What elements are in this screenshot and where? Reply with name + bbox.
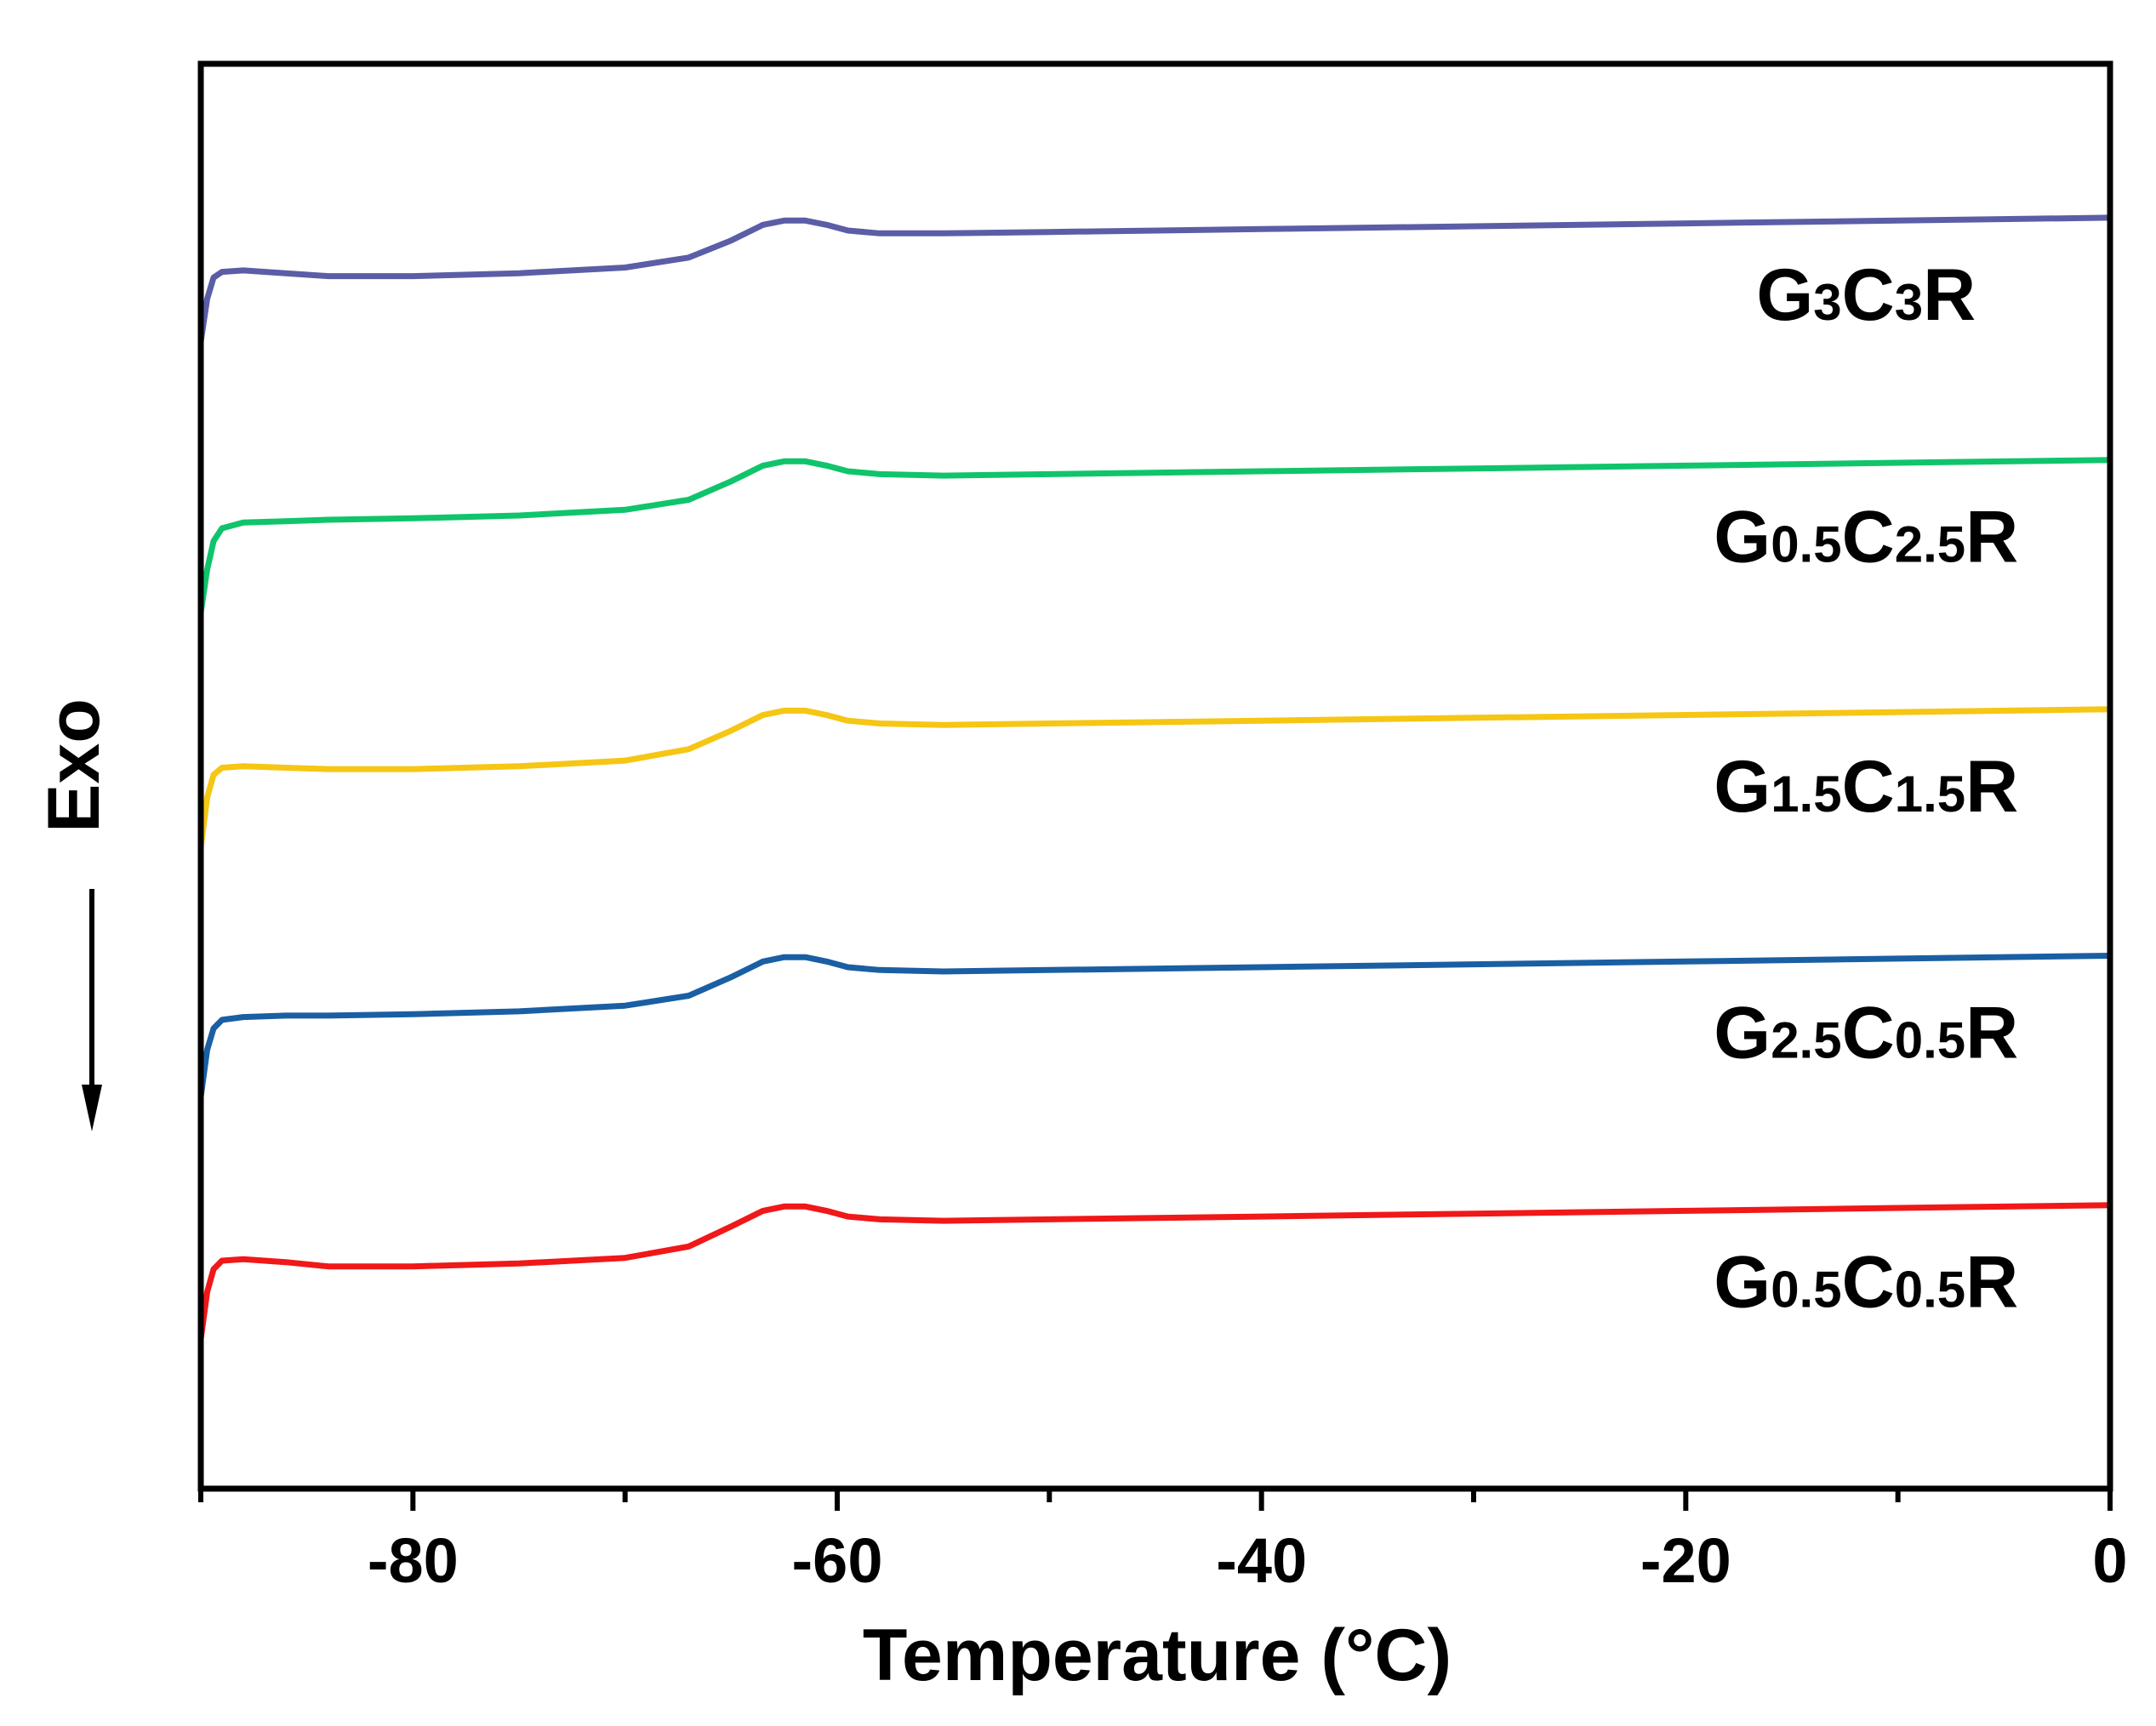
series-label-1: G0.5C2.5R [1714, 497, 2018, 578]
series-label-0: G3C3R [1756, 254, 1976, 336]
x-axis-title: Temperature (°C) [863, 1615, 1452, 1696]
x-tick-label: -80 [368, 1525, 459, 1596]
x-tick-label: -40 [1216, 1525, 1307, 1596]
series-labels: G3C3R G0.5C2.5R G1.5C1.5R G2.5C0.5R G0.5C0.5… [1714, 254, 2018, 1324]
x-tick-label: 0 [2092, 1525, 2127, 1596]
series-line-0 [197, 214, 2113, 345]
x-ticks: -80 -60 -40 -20 0 [198, 1489, 2128, 1596]
series-label-4: G0.5C0.5R [1714, 1242, 2018, 1324]
x-tick-label: -60 [792, 1525, 883, 1596]
series-line-4 [197, 1202, 2113, 1342]
series-line-2 [197, 706, 2113, 851]
series-label-3: G2.5C0.5R [1714, 993, 2018, 1074]
series-line-3 [197, 953, 2113, 1100]
y-axis-title: Exo [33, 698, 115, 833]
series-label-2: G1.5C1.5R [1714, 746, 2018, 828]
y-axis-title-group: Exo [33, 698, 115, 1131]
curves-layer [197, 214, 2113, 1342]
plot-frame [197, 60, 2113, 1492]
exo-down-arrow-icon [82, 1085, 102, 1131]
series-line-1 [197, 457, 2113, 616]
x-tick-label: -20 [1640, 1525, 1731, 1596]
